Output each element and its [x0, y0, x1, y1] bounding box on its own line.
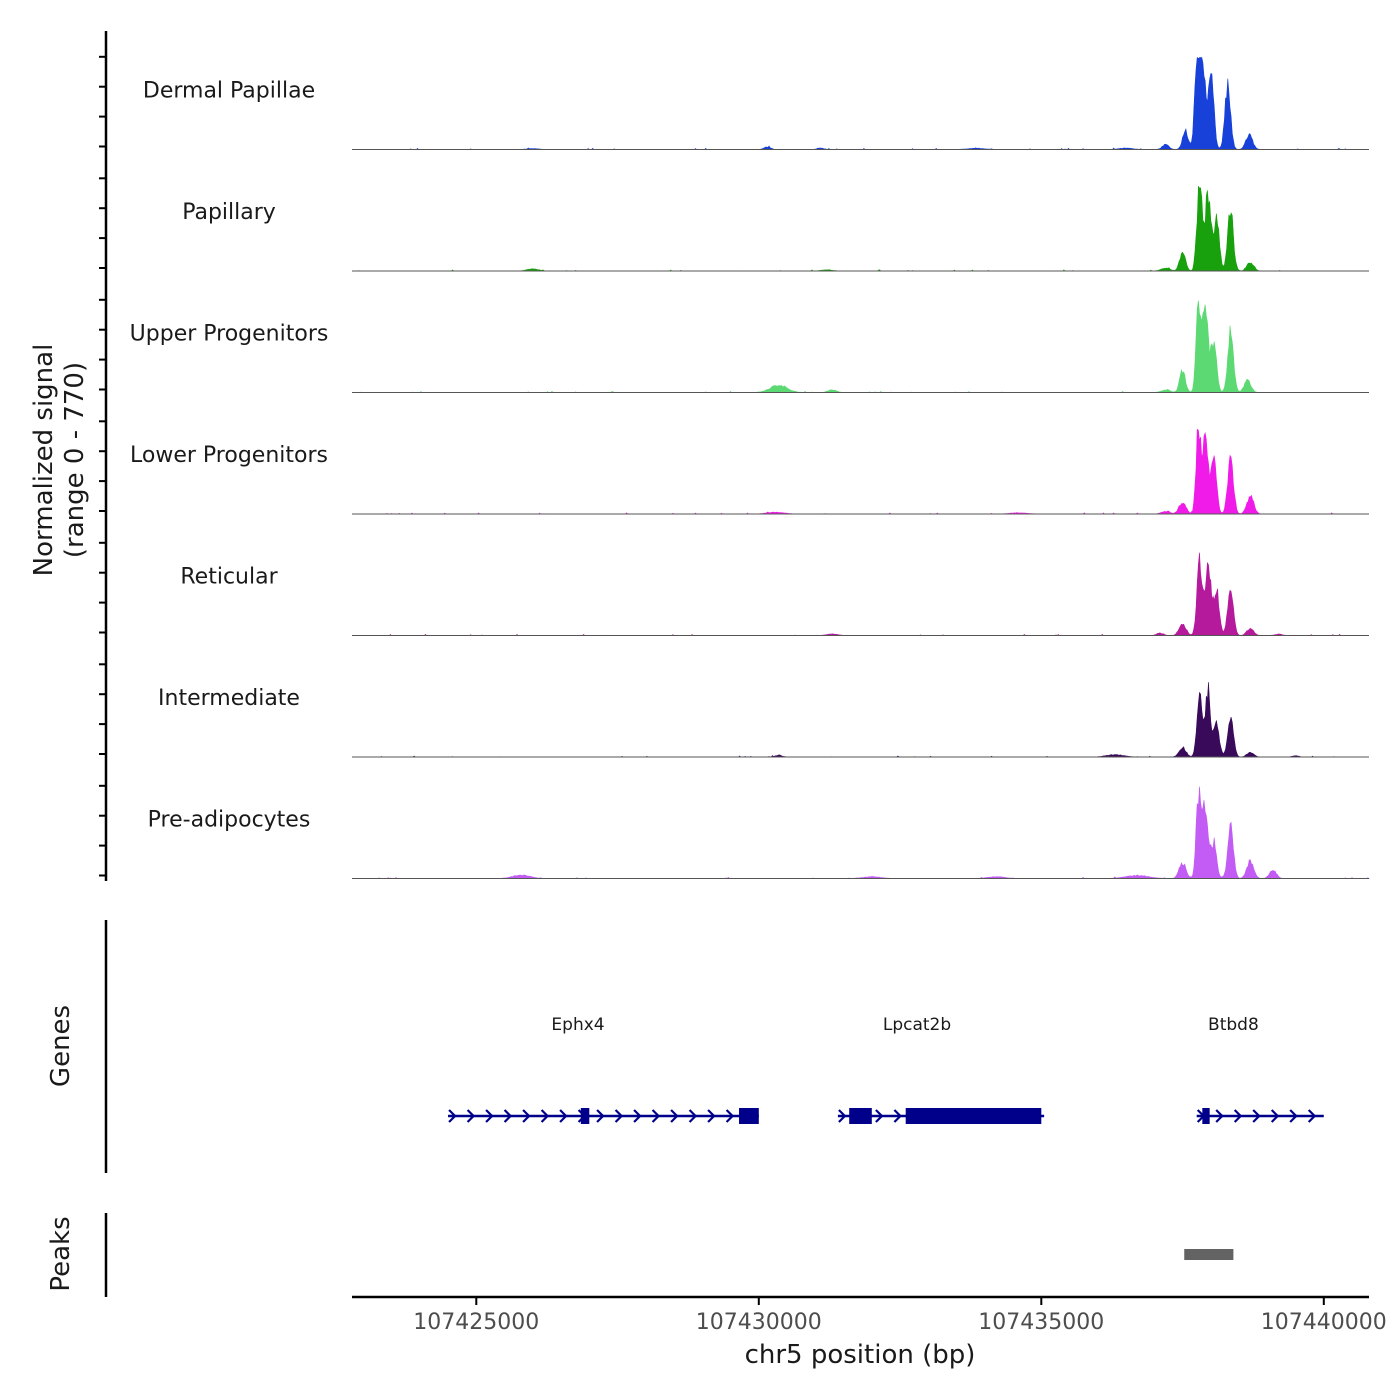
- strand-arrow: [651, 1109, 661, 1123]
- strand-arrow: [1289, 1109, 1298, 1123]
- x-tick-label: 107425000: [413, 1310, 539, 1335]
- strand-arrow: [688, 1109, 698, 1123]
- signal-area: [352, 428, 1369, 515]
- y-axis-label: Normalized signal: [29, 344, 59, 577]
- gene-btbd8: Btbd8: [1196, 1015, 1324, 1124]
- track-label: Intermediate: [158, 686, 300, 711]
- exon: [1202, 1108, 1210, 1124]
- peaks-track-label: Peaks: [46, 1216, 76, 1291]
- signal-area: [352, 786, 1370, 879]
- signal-area: [352, 552, 1369, 636]
- exon: [849, 1108, 872, 1124]
- track-pre-adipocytes: Pre-adipocytes: [148, 786, 1370, 879]
- gene-lpcat2b: Lpcat2b: [837, 1015, 1045, 1124]
- track-papillary: Papillary: [182, 185, 1369, 272]
- strand-arrow: [540, 1109, 550, 1123]
- signal-area: [352, 300, 1369, 393]
- signal-area: [352, 185, 1369, 272]
- track-label: Upper Progenitors: [130, 322, 329, 347]
- strand-arrow: [1233, 1109, 1243, 1123]
- track-reticular: Reticular: [180, 552, 1369, 636]
- strand-arrow: [633, 1109, 642, 1123]
- genes-track-label: Genes: [46, 1005, 76, 1087]
- track-intermediate: Intermediate: [158, 682, 1369, 758]
- gene-label: Btbd8: [1208, 1015, 1259, 1035]
- track-label: Reticular: [180, 565, 278, 590]
- peak-track: [104, 1213, 1234, 1297]
- strand-arrow: [522, 1109, 531, 1123]
- strand-arrow: [838, 1109, 847, 1123]
- strand-arrow: [893, 1109, 902, 1123]
- x-tick-label: 107435000: [978, 1310, 1104, 1335]
- strand-arrow: [559, 1109, 568, 1123]
- strand-arrow: [670, 1109, 679, 1123]
- gene-track: Ephx4 Lpcat2b Btbd8: [104, 920, 1324, 1173]
- gene-label: Ephx4: [551, 1015, 604, 1035]
- x-axis-title: chr5 position (bp): [745, 1340, 976, 1370]
- x-tick-label: 107430000: [696, 1310, 822, 1335]
- strand-arrow: [1215, 1109, 1224, 1123]
- strand-arrow: [725, 1109, 735, 1123]
- strand-arrow: [448, 1109, 457, 1123]
- track-dermal-papillae: Dermal Papillae: [143, 56, 1369, 150]
- strand-arrow: [466, 1109, 476, 1123]
- exon: [905, 1108, 1042, 1124]
- exon: [739, 1108, 759, 1124]
- track-label: Dermal Papillae: [143, 79, 315, 104]
- strand-arrow: [1270, 1109, 1280, 1123]
- peak-region: [1184, 1249, 1234, 1260]
- track-label: Pre-adipocytes: [148, 808, 311, 833]
- strand-arrow: [707, 1109, 716, 1123]
- gene-label: Lpcat2b: [883, 1015, 951, 1035]
- track-label: Lower Progenitors: [130, 443, 328, 468]
- strand-arrow: [1252, 1109, 1261, 1123]
- exon: [580, 1108, 590, 1124]
- track-lower-progenitors: Lower Progenitors: [130, 428, 1369, 515]
- coverage-tracks: Dermal Papillae Papillary Upper Progenitor…: [130, 56, 1370, 879]
- track-upper-progenitors: Upper Progenitors: [130, 300, 1369, 393]
- signal-area: [352, 56, 1369, 150]
- y-axis-range-label: (range 0 - 770): [60, 362, 90, 558]
- x-axis: 107425000 107430000 107435000 107440000: [352, 1295, 1387, 1335]
- strand-arrow: [596, 1109, 605, 1123]
- strand-arrow: [485, 1109, 494, 1123]
- strand-arrow: [875, 1109, 884, 1123]
- left-axes: [99, 31, 108, 881]
- gene-ephx4: Ephx4: [448, 1015, 759, 1124]
- strand-arrow: [1307, 1109, 1317, 1123]
- strand-arrow: [503, 1109, 513, 1123]
- strand-arrow: [614, 1109, 624, 1123]
- x-tick-label: 107440000: [1261, 1310, 1387, 1335]
- track-label: Papillary: [182, 200, 276, 225]
- signal-area: [352, 682, 1369, 758]
